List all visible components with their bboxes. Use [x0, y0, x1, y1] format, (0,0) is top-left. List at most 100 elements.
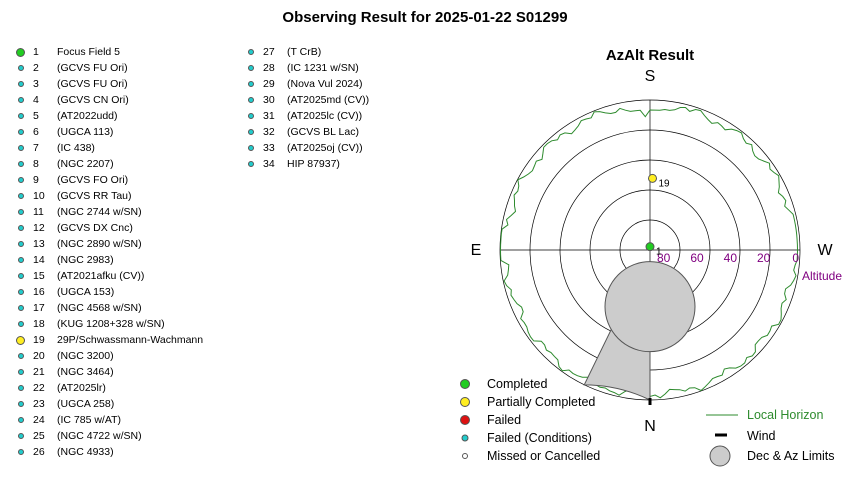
target-number: 8 — [33, 158, 39, 170]
target-name: (GCVS FU Ori) — [57, 62, 128, 74]
target-name: (NGC 4933) — [57, 446, 114, 458]
target-number: 9 — [33, 174, 39, 186]
target-row: 1 Focus Field 5 — [16, 44, 203, 60]
target-name: (NGC 4722 w/SN) — [57, 430, 142, 442]
target-row: 18 (KUG 1208+328 w/SN) — [16, 316, 203, 332]
target-number: 19 — [33, 334, 45, 346]
target-row: 9 (GCVS FO Ori) — [16, 172, 203, 188]
target-row: 21 (NGC 3464) — [16, 364, 203, 380]
legend-partial-marker — [460, 397, 470, 407]
target-number: 32 — [263, 126, 275, 138]
altitude-tick-label: 40 — [724, 251, 738, 265]
target-row: 19 29P/Schwassmann-Wachmann — [16, 332, 203, 348]
direction-north: N — [644, 418, 656, 435]
target-row: 25 (NGC 4722 w/SN) — [16, 428, 203, 444]
target-number: 22 — [33, 382, 45, 394]
target-number: 30 — [263, 94, 275, 106]
azalt-title: AzAlt Result — [606, 47, 694, 64]
status-dot — [18, 353, 24, 359]
target-name: (GCVS RR Tau) — [57, 190, 132, 202]
legend-failed-conditions-label: Failed (Conditions) — [487, 431, 592, 445]
target-name: (NGC 3464) — [57, 366, 114, 378]
target-name: (NGC 2207) — [57, 158, 114, 170]
target-row: 31 (AT2025lc (CV)) — [246, 108, 369, 124]
status-dot — [18, 273, 24, 279]
target-row: 15 (AT2021afku (CV)) — [16, 268, 203, 284]
legend-horizon-label: Local Horizon — [747, 408, 823, 422]
status-dot — [18, 321, 24, 327]
page-title: Observing Result for 2025-01-22 S01299 — [282, 9, 568, 26]
altitude-tick-label: 20 — [757, 251, 771, 265]
target-number: 11 — [33, 206, 44, 218]
status-dot — [18, 65, 24, 71]
target-name: (IC 1231 w/SN) — [287, 62, 359, 74]
status-dot — [18, 369, 24, 375]
target-name: (GCVS DX Cnc) — [57, 222, 133, 234]
status-dot — [18, 401, 24, 407]
target-name: (AT2022udd) — [57, 110, 118, 122]
legend-limits-marker — [709, 445, 731, 467]
local-horizon-line — [499, 107, 799, 399]
target-name: (UGCA 113) — [57, 126, 114, 138]
legend-wind-label: Wind — [747, 429, 776, 443]
altitude-tick-label: 0 — [792, 251, 799, 265]
target-number: 34 — [263, 158, 275, 170]
status-dot — [248, 113, 254, 119]
target-number: 18 — [33, 318, 45, 330]
status-dot — [248, 145, 254, 151]
target-number: 16 — [33, 286, 45, 298]
target-name: Focus Field 5 — [57, 46, 121, 58]
target-number: 21 — [33, 366, 45, 378]
status-dot — [18, 81, 24, 87]
target-name: (T CrB) — [287, 46, 322, 58]
target-row: 5 (AT2022udd) — [16, 108, 203, 124]
status-dot — [248, 161, 254, 167]
target-row: 32 (GCVS BL Lac) — [246, 124, 369, 140]
legend-completed-marker — [460, 379, 470, 389]
target-name: (AT2025lc (CV)) — [287, 110, 363, 122]
target-row: 10 (GCVS RR Tau) — [16, 188, 203, 204]
target-row: 14 (NGC 2983) — [16, 252, 203, 268]
target-row: 24 (IC 785 w/AT) — [16, 412, 203, 428]
altitude-tick-labels: 80 60 40 20 0 — [657, 251, 799, 265]
target-number: 27 — [263, 46, 275, 58]
target-row: 30 (AT2025md (CV)) — [246, 92, 369, 108]
target-number: 15 — [33, 270, 45, 282]
status-dot — [18, 209, 24, 215]
target-row: 17 (NGC 4568 w/SN) — [16, 300, 203, 316]
target-number: 6 — [33, 126, 39, 138]
status-dot — [248, 49, 254, 55]
status-dot — [18, 385, 24, 391]
status-dot — [248, 97, 254, 103]
target-number: 28 — [263, 62, 275, 74]
target-name: (UGCA 153) — [57, 286, 115, 298]
legend-missed-label: Missed or Cancelled — [487, 449, 600, 463]
plotted-target-label: 1 — [656, 247, 662, 258]
target-row: 12 (GCVS DX Cnc) — [16, 220, 203, 236]
status-dot — [18, 417, 24, 423]
target-row: 6 (UGCA 113) — [16, 124, 203, 140]
target-row: 23 (UGCA 258) — [16, 396, 203, 412]
plotted-targets: 1 19 — [645, 173, 670, 258]
status-dot — [16, 47, 25, 57]
target-row: 33 (AT2025oj (CV)) — [246, 140, 369, 156]
status-dot — [248, 129, 254, 135]
target-number: 33 — [263, 142, 275, 154]
target-name: (NGC 2744 w/SN) — [57, 206, 142, 218]
target-row: 34 HIP 87937) — [246, 156, 369, 172]
status-dot — [18, 97, 24, 103]
legend-failed-conditions-marker — [461, 434, 469, 442]
target-name: (IC 438) — [57, 142, 95, 154]
legend-completed-label: Completed — [487, 377, 547, 391]
target-row: 8 (NGC 2207) — [16, 156, 203, 172]
target-row: 2 (GCVS FU Ori) — [16, 60, 203, 76]
altitude-tick-label: 80 — [657, 251, 671, 265]
target-number: 20 — [33, 350, 45, 362]
target-name: (KUG 1208+328 w/SN) — [57, 318, 165, 330]
target-name: (NGC 3200) — [57, 350, 114, 362]
target-number: 1 — [33, 46, 39, 58]
target-row: 7 (IC 438) — [16, 140, 203, 156]
status-dot — [18, 161, 24, 167]
target-name: (AT2025oj (CV)) — [287, 142, 363, 154]
